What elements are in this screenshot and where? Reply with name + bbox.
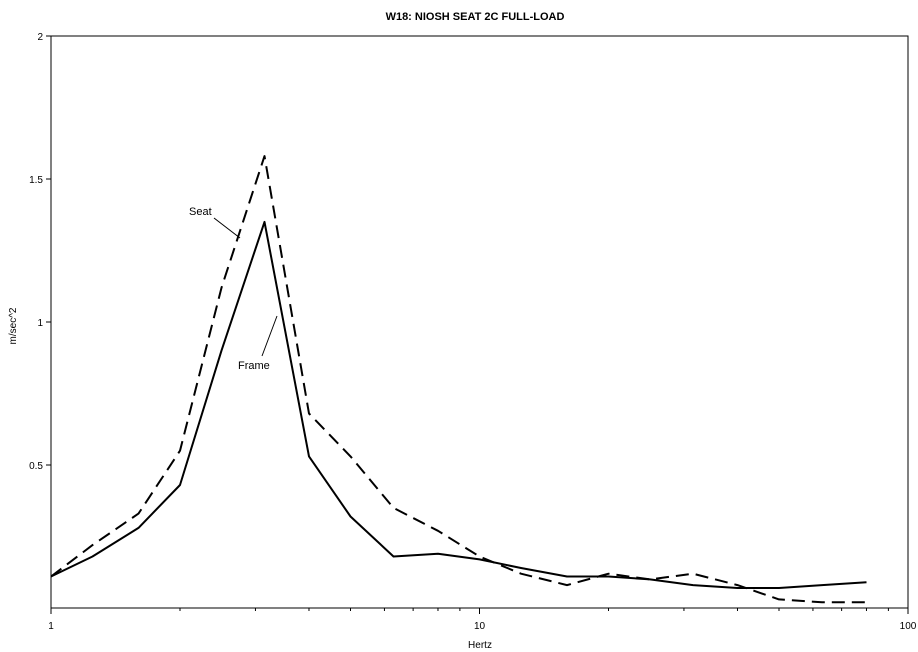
y-tick-label: 2 (37, 32, 43, 43)
annotation-frame-label: Frame (238, 360, 270, 372)
annotation-seat-leader (213, 217, 241, 239)
x-tick-label: 1 (48, 621, 54, 632)
chart-title: W18: NIOSH SEAT 2C FULL-LOAD (386, 11, 565, 23)
annotation-seat-label: Seat (189, 206, 212, 218)
plot-area (50, 35, 909, 609)
x-axis-label: Hertz (468, 640, 492, 651)
x-tick-label: 10 (474, 621, 486, 632)
y-tick-label: 0.5 (29, 461, 43, 472)
annotation-seat: Seat (189, 206, 241, 239)
plot-border (50, 35, 909, 609)
x-tick-label: 100 (900, 621, 917, 632)
series-layer (50, 155, 867, 604)
y-tick-label: 1.5 (29, 175, 43, 186)
y-axis-label: m/sec^2 (8, 307, 19, 344)
y-axis: 0.5 1 1.5 2 (29, 32, 51, 472)
x-axis: 1 10 100 (48, 608, 917, 632)
annotation-frame-leader (261, 315, 278, 357)
series-line-frame (50, 220, 867, 589)
series-line-seat (50, 155, 867, 604)
y-tick-label: 1 (37, 318, 43, 329)
annotation-frame: Frame (238, 315, 278, 372)
